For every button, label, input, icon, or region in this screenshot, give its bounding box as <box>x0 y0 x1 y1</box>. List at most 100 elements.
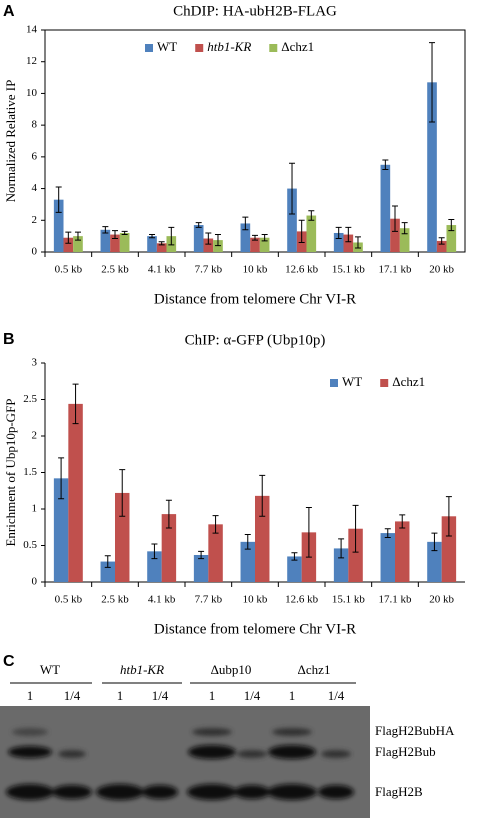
error-bar <box>74 231 81 241</box>
bar <box>161 514 177 582</box>
y-tick-label: 0 <box>32 576 38 588</box>
bar <box>306 215 317 252</box>
legend-swatch <box>145 44 153 52</box>
error-bar <box>165 499 172 529</box>
legend-swatch <box>330 379 338 387</box>
bar <box>119 232 130 252</box>
bar <box>390 218 400 252</box>
lane-label: 1/4 <box>244 688 261 703</box>
blot-group: htb1-KR <box>120 662 164 677</box>
bar <box>436 240 447 252</box>
x-tick-label: 7.7 kb <box>195 264 223 276</box>
error-bar <box>212 515 219 534</box>
error-bar <box>214 234 221 247</box>
x-axis-label: Distance from telomere Chr VI-R <box>154 621 356 637</box>
error-bar <box>252 234 258 241</box>
legend-label: Δchz1 <box>392 374 425 389</box>
bar <box>147 551 162 582</box>
y-tick-label: 14 <box>26 24 38 36</box>
error-bar <box>338 538 345 559</box>
x-tick-label: 17.1 kb <box>379 264 413 276</box>
bar <box>427 541 442 582</box>
error-bar <box>448 218 455 232</box>
y-tick-label: 6 <box>32 150 38 162</box>
panel-letter: C <box>3 653 15 670</box>
error-bar <box>104 555 111 568</box>
error-bar <box>149 234 156 239</box>
bar <box>287 188 297 252</box>
error-bar <box>205 232 212 245</box>
bar <box>348 528 363 582</box>
blot-group: Δchz1 <box>298 662 331 677</box>
x-tick-label: 2.5 kb <box>101 264 129 276</box>
legend-label: Δchz1 <box>281 39 314 54</box>
error-bar <box>198 550 205 560</box>
x-tick-label: 4.1 kb <box>148 264 176 276</box>
y-tick-label: 3 <box>32 357 38 369</box>
bar <box>240 541 255 582</box>
error-bar <box>392 205 398 232</box>
y-tick-label: 1.5 <box>23 466 37 478</box>
legend-swatch <box>269 44 278 52</box>
bar <box>100 561 115 582</box>
bar <box>53 478 69 582</box>
legend-label: htb1-KR <box>207 39 251 54</box>
error-bar <box>58 457 65 500</box>
bar <box>208 524 223 582</box>
error-bar <box>298 219 305 243</box>
error-bar <box>158 241 165 246</box>
bar <box>100 229 111 252</box>
y-tick-label: 2.5 <box>23 393 37 405</box>
y-tick-label: 0 <box>32 246 38 258</box>
error-bar <box>438 237 445 245</box>
y-axis-label: Enrichment of Ubp10p-GFP <box>3 398 18 546</box>
lane-label: 1/4 <box>328 688 345 703</box>
plot-frame <box>44 29 466 253</box>
blot-group: WT <box>40 662 60 677</box>
bar <box>333 548 349 582</box>
error-bar <box>261 234 268 242</box>
error-bar <box>431 532 438 552</box>
error-bar <box>259 474 266 517</box>
bar <box>287 556 302 582</box>
bar <box>110 234 120 252</box>
y-tick-label: 10 <box>26 87 38 99</box>
legend-swatch <box>195 44 204 52</box>
error-bar <box>55 186 62 213</box>
error-bar <box>102 226 109 234</box>
legend-label: WT <box>157 39 177 54</box>
error-bar <box>399 514 406 529</box>
x-tick-label: 0.5 kb <box>55 594 83 606</box>
x-axis-label: Distance from telomere Chr VI-R <box>154 291 356 307</box>
y-tick-label: 4 <box>32 182 38 194</box>
y-tick-label: 8 <box>32 119 38 131</box>
blot-group: Δubp10 <box>211 662 252 677</box>
bar <box>250 237 260 252</box>
legend-swatch <box>380 379 389 387</box>
error-bar <box>72 383 79 425</box>
x-tick-label: 2.5 kb <box>101 594 129 606</box>
bar <box>395 521 410 582</box>
bar <box>203 238 214 252</box>
bar <box>63 237 74 252</box>
x-tick-label: 15.1 kb <box>332 264 366 276</box>
y-tick-label: 2 <box>32 430 38 442</box>
error-bar <box>429 42 436 123</box>
error-bar <box>168 226 175 246</box>
error-bar <box>121 230 128 236</box>
bar <box>156 243 167 252</box>
x-tick-label: 4.1 kb <box>148 594 176 606</box>
x-tick-label: 10 kb <box>243 264 268 276</box>
band-label: FlagH2Bub <box>375 744 436 759</box>
error-bar <box>384 528 391 538</box>
y-tick-label: 12 <box>26 55 37 67</box>
error-bar <box>195 222 202 228</box>
bar <box>399 228 410 252</box>
lane-label: 1 <box>117 688 124 703</box>
error-bar <box>112 230 118 240</box>
bar <box>333 232 344 252</box>
error-bar <box>289 162 296 215</box>
error-bar <box>305 507 312 558</box>
bar <box>441 516 457 582</box>
